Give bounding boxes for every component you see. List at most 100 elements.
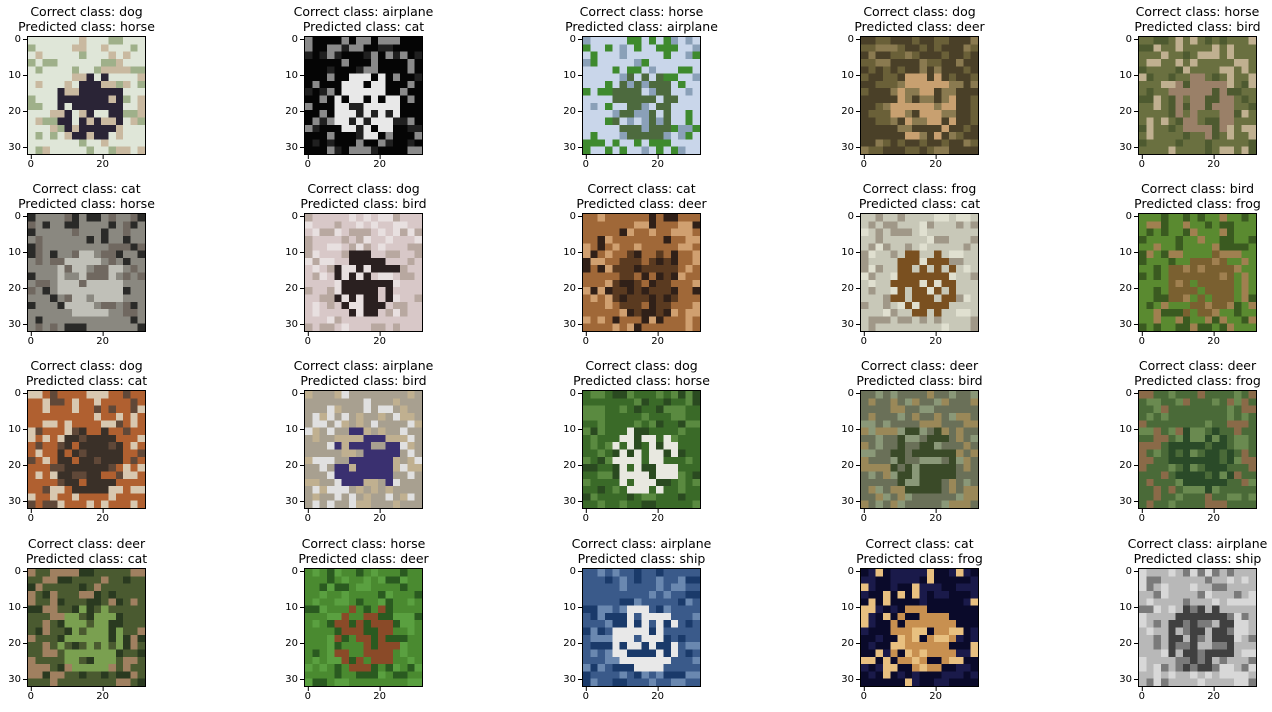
cifar-image	[860, 36, 979, 155]
correct-class-label: Correct class: deer	[1138, 358, 1257, 373]
prediction-panel: Correct class: airplane Predicted class: …	[244, 354, 484, 532]
y-tick-mark	[1134, 215, 1138, 217]
y-tick-mark	[23, 678, 27, 680]
y-tick-mark	[578, 642, 582, 644]
x-tick-mark	[585, 155, 587, 159]
x-tick-label: 20	[373, 332, 386, 347]
predicted-class-label: Predicted class: deer	[576, 196, 707, 211]
x-tick-label: 0	[1139, 332, 1145, 347]
y-tick-mark	[1134, 464, 1138, 466]
x-tick-label: 0	[1139, 509, 1145, 524]
y-tick-mark	[300, 215, 304, 217]
y-tick-label: 10	[1112, 424, 1138, 435]
y-tick-label: 20	[556, 460, 582, 471]
correct-class-label: Correct class: dog	[30, 4, 143, 19]
y-tick-mark	[856, 500, 860, 502]
y-tick-label: 20	[1112, 106, 1138, 117]
y-tick-mark	[578, 287, 582, 289]
x-tick-label: 20	[929, 687, 942, 702]
y-tick-mark	[1134, 251, 1138, 253]
predicted-class-label: Predicted class: cat	[25, 551, 148, 566]
y-tick-mark	[578, 392, 582, 394]
x-tick-label: 0	[28, 155, 34, 170]
y-tick-label: 30	[1112, 496, 1138, 507]
x-tick-mark	[585, 509, 587, 513]
y-tick-mark	[300, 464, 304, 466]
x-tick-mark	[30, 687, 32, 691]
y-tick-label: 30	[278, 674, 304, 685]
y-tick-mark	[300, 110, 304, 112]
prediction-panel: Correct class: horse Predicted class: dee…	[244, 532, 484, 710]
y-tick-mark	[856, 464, 860, 466]
x-tick-mark	[935, 687, 937, 691]
y-tick-mark	[856, 428, 860, 430]
y-tick-mark	[856, 606, 860, 608]
x-tick-mark	[935, 509, 937, 513]
correct-class-label: Correct class: airplane	[293, 4, 434, 19]
x-tick-mark	[585, 687, 587, 691]
y-tick-label: 20	[278, 106, 304, 117]
prediction-panel: Correct class: horse Predicted class: bir…	[1078, 0, 1272, 178]
x-tick-label: 0	[28, 687, 34, 702]
x-tick-mark	[379, 332, 381, 336]
y-tick-mark	[300, 606, 304, 608]
y-tick-mark	[1134, 642, 1138, 644]
x-tick-label: 20	[651, 332, 664, 347]
x-tick-label: 20	[373, 687, 386, 702]
correct-class-label: Correct class: cat	[32, 181, 141, 196]
y-tick-label: 30	[278, 319, 304, 330]
y-tick-mark	[23, 215, 27, 217]
y-tick-mark	[1134, 146, 1138, 148]
x-tick-mark	[657, 509, 659, 513]
x-tick-label: 20	[651, 687, 664, 702]
prediction-panel: Correct class: airplane Predicted class: …	[1078, 532, 1272, 710]
x-tick-label: 20	[1207, 155, 1220, 170]
x-tick-label: 0	[861, 687, 867, 702]
correct-class-label: Correct class: airplane	[293, 358, 434, 373]
cifar-image	[582, 568, 701, 687]
y-tick-label: 10	[278, 602, 304, 613]
y-tick-mark	[1134, 110, 1138, 112]
correct-class-label: Correct class: horse	[1135, 4, 1260, 19]
prediction-panel: Correct class: horse Predicted class: air…	[522, 0, 762, 178]
x-tick-label: 20	[373, 155, 386, 170]
y-tick-label: 10	[278, 424, 304, 435]
x-tick-label: 20	[96, 155, 109, 170]
y-tick-label: 30	[834, 496, 860, 507]
cifar-image	[27, 390, 146, 509]
x-tick-label: 20	[96, 332, 109, 347]
y-tick-mark	[300, 642, 304, 644]
x-tick-label: 20	[1207, 332, 1220, 347]
y-tick-label: 0	[1112, 566, 1138, 577]
y-tick-mark	[578, 215, 582, 217]
x-tick-label: 0	[305, 509, 311, 524]
y-tick-label: 30	[834, 674, 860, 685]
y-tick-label: 20	[1, 460, 27, 471]
correct-class-label: Correct class: dog	[30, 358, 143, 373]
x-tick-mark	[657, 332, 659, 336]
y-tick-label: 30	[1, 319, 27, 330]
prediction-panel: Correct class: deer Predicted class: frog…	[1078, 354, 1272, 532]
x-tick-label: 20	[1207, 687, 1220, 702]
y-tick-label: 30	[556, 496, 582, 507]
y-tick-mark	[1134, 570, 1138, 572]
y-tick-label: 10	[1112, 602, 1138, 613]
x-tick-mark	[379, 509, 381, 513]
y-tick-label: 10	[278, 247, 304, 258]
y-tick-mark	[23, 323, 27, 325]
y-tick-label: 30	[1112, 319, 1138, 330]
y-tick-label: 0	[834, 566, 860, 577]
y-tick-mark	[23, 251, 27, 253]
y-tick-label: 20	[556, 283, 582, 294]
predicted-class-label: Predicted class: deer	[298, 551, 429, 566]
y-tick-label: 10	[1112, 247, 1138, 258]
x-tick-label: 0	[861, 509, 867, 524]
x-tick-label: 0	[583, 155, 589, 170]
y-tick-label: 30	[278, 496, 304, 507]
x-tick-mark	[863, 155, 865, 159]
predicted-class-label: Predicted class: frog	[1134, 196, 1261, 211]
y-tick-label: 30	[1, 142, 27, 153]
predicted-class-label: Predicted class: horse	[573, 373, 710, 388]
y-tick-mark	[578, 606, 582, 608]
x-tick-mark	[1141, 155, 1143, 159]
